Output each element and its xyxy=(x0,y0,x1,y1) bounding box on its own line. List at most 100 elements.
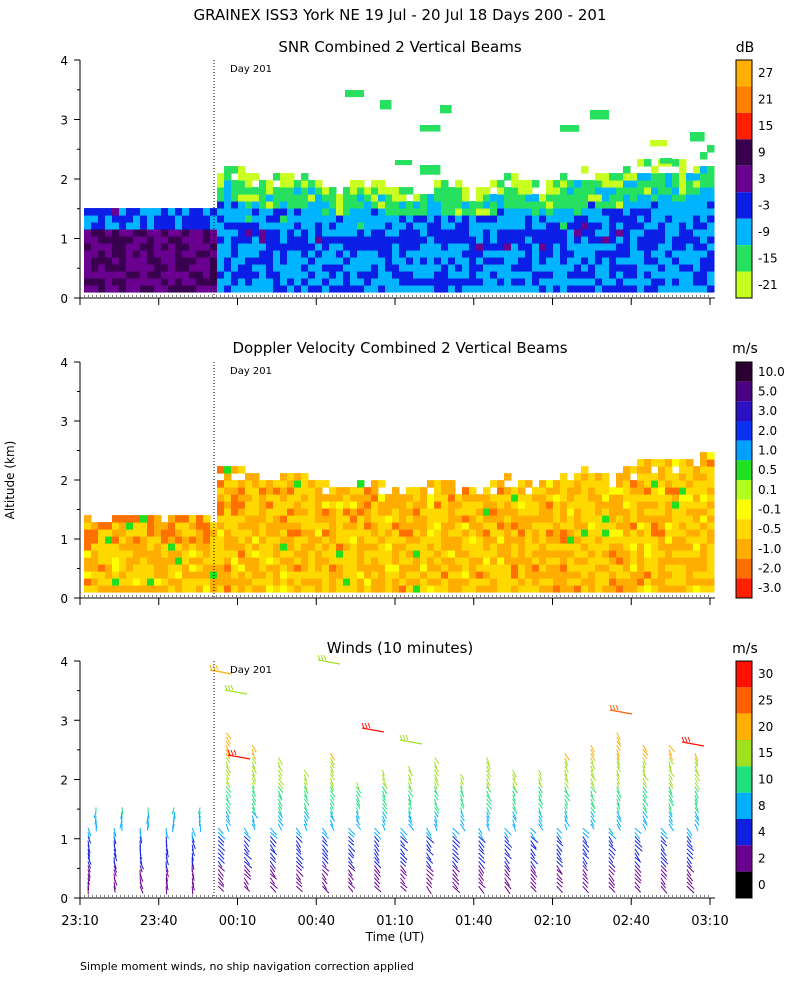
heat-cell xyxy=(420,264,428,272)
heat-cell xyxy=(672,187,680,195)
wind-barb xyxy=(668,782,674,789)
wind-barb xyxy=(217,877,225,886)
heat-cell xyxy=(231,285,239,293)
heat-cell xyxy=(224,578,232,586)
heat-cell xyxy=(224,508,232,516)
heat-cell xyxy=(112,278,120,286)
heat-cell xyxy=(238,529,246,537)
heat-cell xyxy=(546,271,554,279)
heat-cell xyxy=(315,264,323,272)
heat-cell xyxy=(140,271,148,279)
heat-cell xyxy=(595,208,603,216)
heat-cell xyxy=(637,557,645,565)
heat-cell xyxy=(532,494,540,502)
heat-cell xyxy=(280,515,288,523)
heat-cell xyxy=(581,473,589,481)
wind-barb xyxy=(512,794,516,802)
heat-cell xyxy=(98,215,106,223)
heat-cell xyxy=(357,501,365,509)
heat-cell xyxy=(322,222,330,230)
heat-cell xyxy=(322,236,330,244)
heat-cell xyxy=(616,243,624,251)
heat-cell xyxy=(371,257,379,265)
heat-cell xyxy=(84,285,92,293)
heat-cell xyxy=(371,180,379,188)
heat-cell xyxy=(469,508,477,516)
heat-cell xyxy=(140,536,148,544)
wind-barb xyxy=(434,802,440,811)
heat-cell xyxy=(392,571,400,579)
heat-cell xyxy=(259,257,267,265)
heat-cell xyxy=(616,208,624,216)
heat-cell xyxy=(294,515,302,523)
heat-cell xyxy=(440,105,452,114)
heat-cell xyxy=(651,578,659,586)
wind-barb xyxy=(590,802,596,810)
heat-cell xyxy=(700,543,708,551)
heat-cell xyxy=(287,543,295,551)
heat-cell xyxy=(462,571,470,579)
heat-cell xyxy=(147,215,155,223)
wind-barb xyxy=(295,848,302,855)
heat-cell xyxy=(490,578,498,586)
heat-cell xyxy=(630,466,638,474)
heat-cell xyxy=(259,215,267,223)
heat-cell xyxy=(91,536,99,544)
heat-cell xyxy=(693,166,701,174)
heat-cell xyxy=(553,222,561,230)
heat-cell xyxy=(273,250,281,258)
heat-cell xyxy=(308,578,316,586)
heat-cell xyxy=(567,543,575,551)
heat-cell xyxy=(168,264,176,272)
heat-cell xyxy=(322,529,330,537)
wind-barb xyxy=(303,794,309,802)
heat-cell xyxy=(623,473,631,481)
heat-cell xyxy=(546,285,554,293)
heat-cell xyxy=(322,215,330,223)
heat-cell xyxy=(623,494,631,502)
heat-cell xyxy=(343,250,351,258)
heat-cell xyxy=(322,187,330,195)
wind-barb xyxy=(269,881,278,889)
heat-cell xyxy=(133,208,141,216)
heat-cell xyxy=(532,180,540,188)
heat-cell xyxy=(707,501,715,509)
heat-cell xyxy=(511,229,519,237)
heat-cell xyxy=(686,180,694,188)
wind-barb xyxy=(408,773,412,781)
heat-cell xyxy=(700,243,708,251)
heat-cell xyxy=(602,571,610,579)
heat-cell xyxy=(539,522,547,530)
heat-cell xyxy=(665,494,673,502)
heat-cell xyxy=(700,229,708,237)
wind-barb xyxy=(233,749,237,756)
heat-cell xyxy=(707,243,715,251)
heat-cell xyxy=(308,522,316,530)
wind-barb xyxy=(634,827,642,835)
heat-cell xyxy=(259,564,267,572)
heat-cell xyxy=(161,571,169,579)
heat-cell xyxy=(259,194,267,202)
heat-cell xyxy=(448,501,456,509)
wind-barb xyxy=(434,769,439,777)
heat-cell xyxy=(539,243,547,251)
wind-barb xyxy=(295,852,304,861)
heat-cell xyxy=(532,522,540,530)
heat-cell xyxy=(203,215,211,223)
heat-cell xyxy=(217,578,225,586)
heat-cell xyxy=(287,480,295,488)
heat-cell xyxy=(637,236,645,244)
heat-cell xyxy=(224,543,232,551)
wind-barb xyxy=(564,782,569,789)
wind-barb xyxy=(269,856,277,863)
heat-cell xyxy=(609,180,617,188)
heat-cell xyxy=(574,536,582,544)
heat-cell xyxy=(301,285,309,293)
heat-cell xyxy=(203,278,211,286)
y-tick-label: 0 xyxy=(60,592,68,606)
heat-cell xyxy=(679,222,687,230)
wind-barb xyxy=(590,773,596,782)
heat-cell xyxy=(651,501,659,509)
heat-cell xyxy=(525,564,533,572)
heat-cell xyxy=(690,132,705,142)
